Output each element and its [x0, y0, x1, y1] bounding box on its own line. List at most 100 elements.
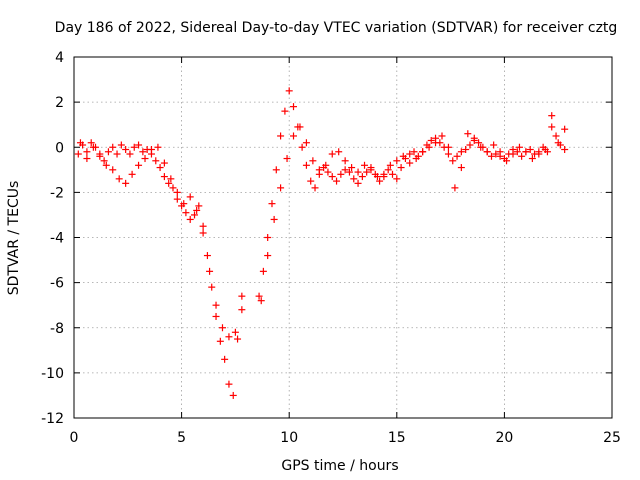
data-point: [425, 143, 433, 151]
data-point: [298, 143, 306, 151]
data-point: [302, 139, 310, 147]
data-point: [87, 139, 95, 147]
data-point: [208, 283, 216, 291]
data-point: [173, 188, 181, 196]
data-point: [358, 173, 366, 181]
data-point: [354, 168, 362, 176]
data-point: [341, 157, 349, 165]
data-point: [218, 324, 226, 332]
data-point: [195, 202, 203, 210]
data-point: [477, 143, 485, 151]
data-point: [238, 292, 246, 300]
data-point: [552, 132, 560, 140]
data-point: [386, 161, 394, 169]
data-point: [328, 150, 336, 158]
data-point: [160, 173, 168, 181]
data-point: [406, 150, 414, 158]
data-point: [548, 123, 556, 131]
data-point: [376, 177, 384, 185]
data-point: [139, 148, 147, 156]
data-point: [328, 173, 336, 181]
data-point: [130, 143, 138, 151]
data-point: [393, 157, 401, 165]
x-tick-label: 25: [603, 430, 621, 446]
data-point: [152, 157, 160, 165]
data-point: [406, 159, 414, 167]
data-point: [503, 157, 511, 165]
x-tick-label: 15: [388, 430, 406, 446]
data-point: [154, 143, 162, 151]
y-tick-label: -2: [50, 185, 64, 201]
data-point: [169, 184, 177, 192]
data-point: [122, 146, 130, 154]
data-point: [513, 148, 521, 156]
ticks: 0 5 10 15 20 25 -12 -10 -8 -6 -4 -2 0 2 4: [41, 50, 621, 446]
data-point: [419, 148, 427, 156]
data-point: [457, 148, 465, 156]
plot-frame: [73, 56, 613, 419]
data-point: [315, 166, 323, 174]
data-point: [167, 175, 175, 183]
data-point: [74, 150, 82, 158]
data-point: [324, 168, 332, 176]
data-point: [186, 193, 194, 201]
data-point: [156, 164, 164, 172]
data-point: [526, 146, 534, 154]
x-tick-label: 10: [280, 430, 298, 446]
data-point: [76, 139, 84, 147]
data-point: [462, 146, 470, 154]
data-point: [487, 152, 495, 160]
data-point: [451, 184, 459, 192]
data-point: [410, 148, 418, 156]
data-point: [348, 164, 356, 172]
data-point: [225, 333, 233, 341]
data-point: [255, 292, 263, 300]
data-point: [229, 391, 237, 399]
data-point: [492, 150, 500, 158]
data-point: [122, 179, 130, 187]
data-point: [432, 139, 440, 147]
data-point: [309, 157, 317, 165]
data-point: [135, 161, 143, 169]
data-point: [231, 328, 239, 336]
data-point: [89, 143, 97, 151]
x-tick-label: 20: [495, 430, 513, 446]
data-point: [285, 87, 293, 95]
data-point: [234, 335, 242, 343]
data-point: [399, 152, 407, 160]
data-point: [363, 168, 371, 176]
data-point: [199, 222, 207, 230]
data-point: [283, 155, 291, 163]
data-points: [74, 87, 569, 399]
data-point: [548, 112, 556, 120]
data-point: [191, 211, 199, 219]
data-point: [333, 177, 341, 185]
y-tick-label: -12: [41, 411, 64, 427]
data-point: [554, 139, 562, 147]
x-tick-label: 0: [70, 430, 79, 446]
data-point: [290, 132, 298, 140]
y-tick-label: -4: [50, 231, 64, 247]
data-point: [490, 141, 498, 149]
data-point: [212, 301, 220, 309]
data-point: [528, 155, 536, 163]
data-point: [464, 130, 472, 138]
data-point: [322, 161, 330, 169]
data-point: [257, 297, 265, 305]
y-tick-label: -6: [50, 276, 64, 292]
data-point: [160, 159, 168, 167]
data-point: [173, 195, 181, 203]
data-point: [438, 132, 446, 140]
data-point: [141, 155, 149, 163]
data-point: [453, 152, 461, 160]
data-point: [268, 200, 276, 208]
grid: [74, 57, 612, 418]
data-point: [412, 155, 420, 163]
y-axis-label: SDTVAR / TECUs: [6, 181, 22, 296]
data-point: [449, 157, 457, 165]
data-point: [515, 143, 523, 151]
data-point: [277, 184, 285, 192]
data-point: [509, 150, 517, 158]
data-point: [361, 161, 369, 169]
data-point: [518, 152, 526, 160]
